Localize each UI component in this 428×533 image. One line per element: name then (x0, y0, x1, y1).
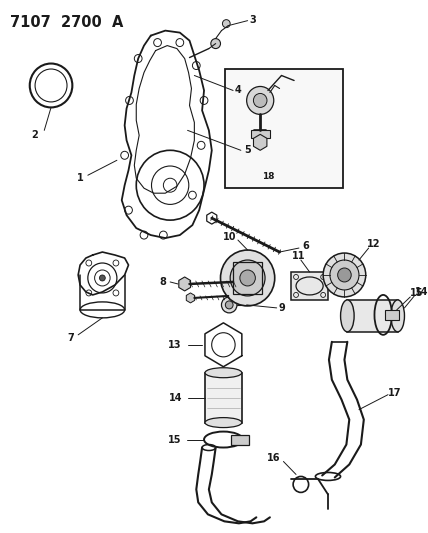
Circle shape (220, 250, 275, 306)
Text: 13: 13 (168, 340, 182, 350)
Bar (205, 373, 242, 423)
Circle shape (247, 86, 274, 115)
Text: 7: 7 (67, 333, 74, 343)
Text: 14: 14 (415, 287, 428, 297)
Text: 11: 11 (292, 251, 306, 261)
Text: 3: 3 (249, 14, 256, 25)
Circle shape (330, 260, 359, 290)
Circle shape (221, 297, 237, 313)
Text: 1: 1 (77, 173, 83, 183)
Text: 6: 6 (302, 241, 309, 251)
Text: 16: 16 (267, 453, 280, 463)
Circle shape (99, 275, 105, 281)
Bar (250, 131, 270, 139)
Text: 9: 9 (278, 303, 285, 313)
Circle shape (240, 270, 256, 286)
Ellipse shape (205, 368, 242, 378)
Text: 5: 5 (244, 146, 251, 155)
Bar (226, 69, 344, 188)
Bar (385, 310, 398, 320)
Text: 8: 8 (159, 277, 166, 287)
Text: 14: 14 (169, 393, 183, 402)
Ellipse shape (341, 300, 354, 332)
Bar (231, 434, 249, 445)
Circle shape (230, 260, 265, 296)
Circle shape (226, 301, 233, 309)
Ellipse shape (391, 300, 404, 332)
Text: 12: 12 (367, 239, 380, 249)
Circle shape (338, 268, 351, 282)
Text: 7107  2700  A: 7107 2700 A (10, 15, 124, 30)
Text: 15: 15 (410, 288, 424, 298)
Ellipse shape (205, 417, 242, 427)
Text: 18: 18 (262, 172, 274, 181)
Text: 17: 17 (388, 387, 401, 398)
Text: 4: 4 (235, 85, 241, 95)
Text: 15: 15 (168, 434, 182, 445)
Circle shape (211, 38, 220, 49)
Bar (348, 300, 398, 332)
FancyBboxPatch shape (291, 272, 328, 300)
Circle shape (253, 93, 267, 108)
Circle shape (223, 20, 230, 28)
Circle shape (228, 277, 238, 287)
Text: 10: 10 (223, 232, 237, 242)
Text: 2: 2 (31, 131, 38, 140)
Circle shape (323, 253, 366, 297)
